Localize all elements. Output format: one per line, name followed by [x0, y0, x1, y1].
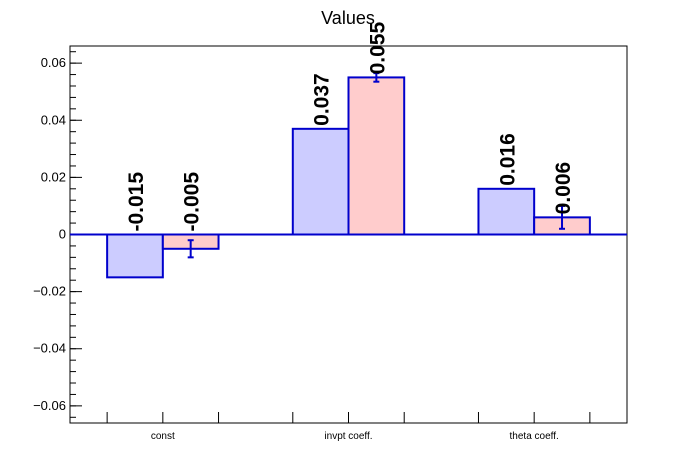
data-labels: -0.015 0.037 0.016 -0.005 0.055 0.006	[125, 22, 575, 232]
y-tick-label: 0	[59, 227, 66, 242]
y-tick-label: 0.02	[41, 169, 66, 184]
y-tick-label: −0.02	[33, 284, 66, 299]
y-tick-label: 0.06	[41, 55, 66, 70]
bar-value-label: 0.055	[366, 22, 389, 75]
bar	[347, 76, 406, 236]
bar	[291, 127, 350, 236]
y-tick-label: −0.06	[33, 398, 66, 413]
x-category-label: const	[151, 431, 175, 442]
axis-ticks: −0.06 −0.04 −0.02 0 0.02 0.04 0.06 const invpt c…	[33, 51, 591, 442]
bar-value-label: 0.037	[311, 73, 334, 126]
bar-value-label: -0.005	[181, 172, 204, 232]
bar	[477, 187, 536, 236]
bar-value-label: -0.015	[125, 172, 148, 232]
y-tick-label: 0.04	[41, 112, 66, 127]
y-tick-label: −0.04	[33, 341, 66, 356]
bar-value-label: 0.016	[496, 133, 519, 186]
chart-title: Values	[321, 8, 375, 28]
x-category-label: invpt coeff.	[324, 431, 372, 442]
bar-value-label: 0.006	[552, 162, 575, 215]
x-category-label: theta coeff.	[510, 431, 559, 442]
bar	[106, 233, 164, 279]
bars	[70, 72, 627, 279]
